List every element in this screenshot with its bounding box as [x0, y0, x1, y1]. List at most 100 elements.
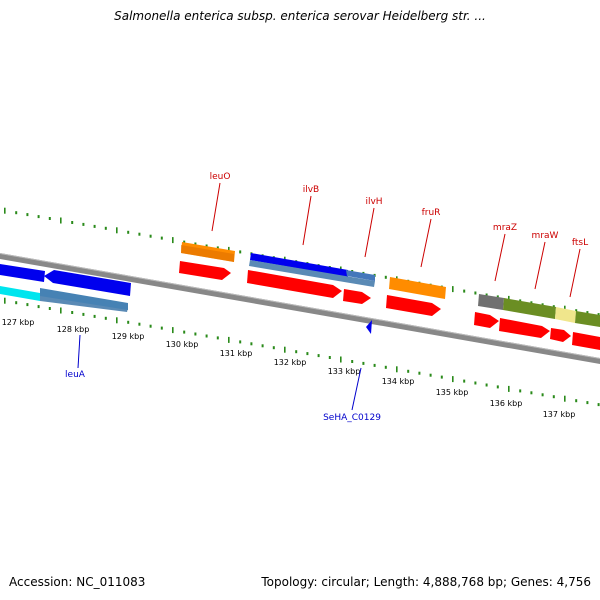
- outer-tick-mark: [48, 217, 51, 220]
- outer-tick-mark: [93, 224, 96, 228]
- accession-text: Accession: NC_011083: [9, 575, 146, 589]
- inner-tick-mark: [362, 361, 365, 365]
- inner-tick-mark: [272, 346, 275, 350]
- inner-tick-mark: [71, 311, 74, 314]
- inner-tick-mark: [485, 383, 488, 387]
- backbone-line: [0, 253, 600, 364]
- inner-tick-mark: [149, 324, 152, 328]
- tick-label: 131 kbp: [220, 349, 253, 358]
- inner-tick-mark: [82, 312, 85, 316]
- outer-tick-mark: [384, 275, 387, 279]
- tick-label: 133 kbp: [328, 367, 361, 376]
- tick-label: 136 kbp: [490, 399, 523, 408]
- gene-label-mraZ[interactable]: mraZ: [493, 223, 517, 233]
- inner-tick-mark: [183, 330, 186, 334]
- inner-tick-mark: [530, 391, 533, 395]
- feature-ftsI-cds[interactable]: [572, 332, 600, 350]
- genome-summary-text: Topology: circular; Length: 4,888,768 bp…: [261, 575, 591, 589]
- outer-tick-mark: [597, 313, 600, 317]
- gene-label-leuO[interactable]: leuO: [210, 172, 231, 182]
- gene-label-ftsL[interactable]: ftsL: [572, 238, 588, 248]
- feature-fruR-cds[interactable]: [386, 295, 441, 316]
- tick-label: 134 kbp: [382, 377, 415, 386]
- inner-tick-mark: [160, 326, 163, 330]
- inner-tick-mark: [216, 336, 219, 340]
- inner-tick-mark: [205, 334, 208, 338]
- tick-labels: 127 kbp 128 kbp 129 kbp 130 kbp 131 kbp 132 k…: [2, 318, 576, 419]
- forward-features: [179, 242, 600, 350]
- feature-mraW-cds[interactable]: [499, 318, 550, 338]
- inner-tick-mark: [519, 389, 522, 393]
- feature-SeHA_C0129-cds[interactable]: [366, 320, 372, 334]
- outer-tick-mark: [474, 291, 477, 295]
- outer-tick-mark: [205, 244, 208, 248]
- inner-tick-mark: [306, 352, 309, 356]
- outer-tick-mark: [127, 230, 130, 234]
- feature-leuA-band[interactable]: [40, 288, 128, 310]
- inner-tick-track: [4, 297, 600, 407]
- feature-ftsI-gene[interactable]: [575, 311, 600, 327]
- outer-tick-mark: [82, 222, 85, 226]
- inner-tick-mark: [60, 307, 62, 314]
- feature-ftsL-gene[interactable]: [555, 307, 576, 323]
- gene-labels: leuO ilvB ilvH fruR mraZ mraW ftsL leuA SeHA_C01…: [65, 172, 588, 423]
- inner-tick-mark: [317, 354, 320, 358]
- feature-leuC-gene[interactable]: [0, 286, 40, 301]
- inner-tick-mark: [194, 332, 197, 336]
- gene-label-leuA[interactable]: leuA: [65, 370, 86, 380]
- inner-tick-mark: [250, 342, 253, 346]
- outer-tick-mark: [216, 246, 219, 250]
- inner-tick-mark: [373, 363, 376, 367]
- backbone-highlight: [0, 253, 600, 359]
- gene-leader-line: [420, 218, 432, 268]
- feature-fruR-gene[interactable]: [389, 277, 446, 299]
- inner-tick-mark: [116, 317, 118, 324]
- outer-tick-mark: [172, 237, 174, 244]
- inner-tick-mark: [104, 316, 107, 320]
- inner-tick-mark: [541, 393, 544, 397]
- inner-tick-mark: [261, 344, 264, 348]
- feature-ilvB-cds[interactable]: [247, 270, 342, 298]
- feature-ftsL-cds[interactable]: [550, 328, 571, 342]
- feature-leuO-gene-shade: [181, 245, 234, 262]
- inner-tick-mark: [552, 395, 555, 399]
- inner-tick-mark: [48, 307, 51, 310]
- outer-tick-mark: [149, 234, 152, 238]
- gene-label-ilvH[interactable]: ilvH: [365, 197, 382, 207]
- feature-ilvH-gene[interactable]: [346, 270, 375, 281]
- outer-tick-mark: [26, 213, 29, 217]
- gene-label-SeHA_C0129[interactable]: SeHA_C0129: [323, 413, 381, 423]
- gene-leader-line: [534, 241, 546, 290]
- gene-leader-line: [211, 182, 221, 232]
- outer-tick-mark: [183, 240, 186, 244]
- outer-tick-mark: [564, 305, 566, 312]
- inner-tick-mark: [586, 401, 589, 405]
- feature-mraZ-gene[interactable]: [478, 294, 504, 310]
- inner-tick-mark: [452, 376, 454, 383]
- feature-mraZ-cds[interactable]: [474, 312, 499, 328]
- feature-ilvH-cds[interactable]: [343, 289, 371, 304]
- tick-label: 129 kbp: [112, 332, 145, 341]
- tick-label: 137 kbp: [543, 410, 576, 419]
- tick-label: 135 kbp: [436, 388, 469, 397]
- gene-label-mraW[interactable]: mraW: [532, 231, 559, 241]
- feature-leuB-gene[interactable]: [0, 264, 45, 282]
- feature-leuA-gene[interactable]: [44, 270, 131, 296]
- inner-tick-mark: [575, 399, 578, 403]
- feature-ilvB-gene-bottom[interactable]: [249, 260, 375, 287]
- genome-title: Salmonella enterica subsp. enterica sero…: [114, 9, 486, 23]
- outer-tick-mark: [463, 289, 466, 293]
- inner-tick-mark: [93, 314, 96, 318]
- gene-leader-line: [569, 248, 581, 298]
- inner-tick-mark: [496, 385, 499, 389]
- gene-leader-line: [364, 207, 375, 258]
- gene-label-ilvB[interactable]: ilvB: [303, 185, 320, 195]
- feature-ilvB-gene-top[interactable]: [250, 253, 348, 277]
- feature-leuO-cds[interactable]: [179, 261, 231, 280]
- feature-mraW-gene[interactable]: [503, 298, 556, 319]
- outer-tick-mark: [60, 217, 62, 224]
- outer-tick-mark: [586, 311, 589, 315]
- gene-label-fruR[interactable]: fruR: [422, 208, 441, 218]
